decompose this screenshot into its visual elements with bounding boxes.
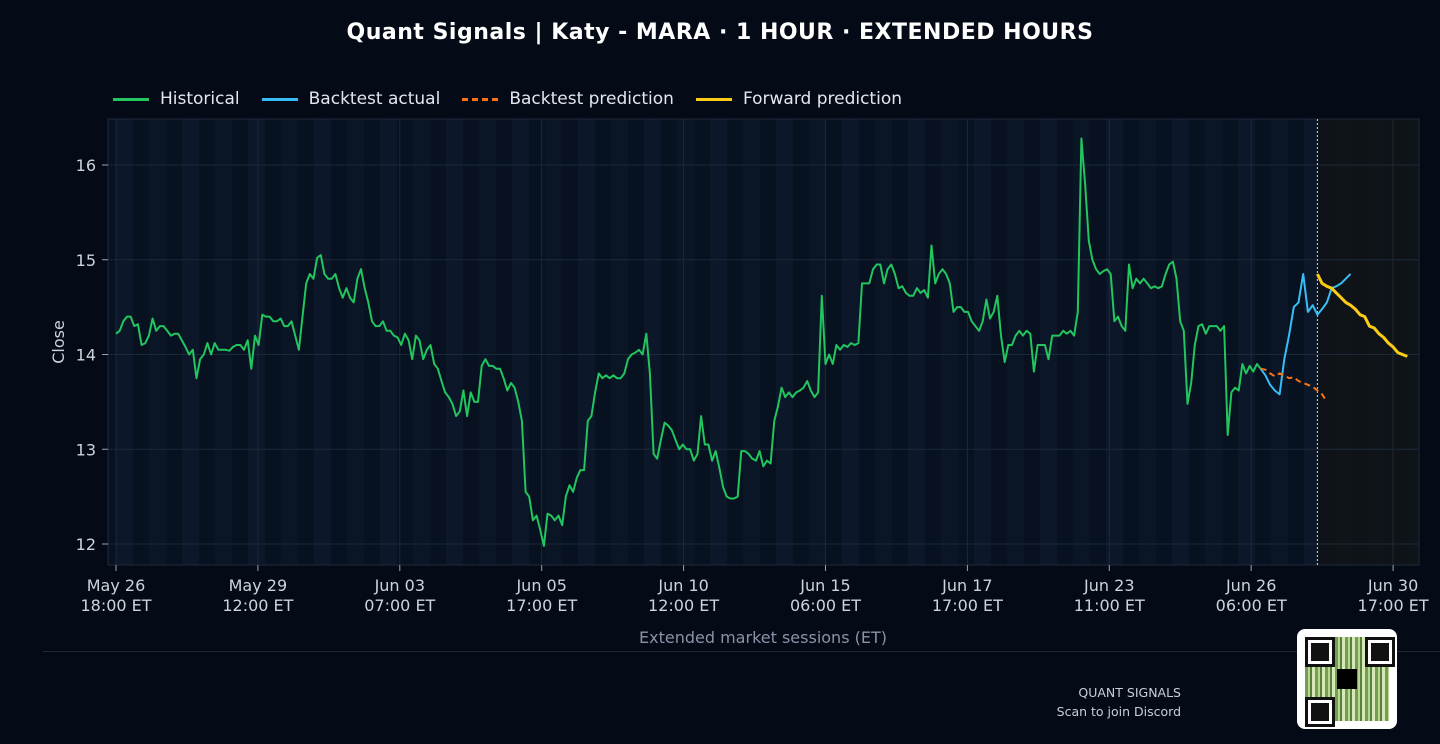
x-tick-label-time: 12:00 ET bbox=[222, 596, 293, 615]
session-band bbox=[479, 119, 496, 565]
qr-code-icon[interactable] bbox=[1297, 629, 1397, 729]
y-tick-label: 13 bbox=[76, 440, 96, 459]
session-band bbox=[446, 119, 463, 565]
session-band bbox=[974, 119, 991, 565]
session-band bbox=[182, 119, 199, 565]
legend-label-historical: Historical bbox=[160, 89, 240, 109]
session-band bbox=[941, 119, 958, 565]
y-tick-label: 12 bbox=[76, 535, 96, 554]
legend-swatch-historical bbox=[113, 97, 149, 101]
session-band bbox=[281, 119, 298, 565]
y-axis: 12 13 14 15 16 bbox=[76, 156, 108, 554]
session-band bbox=[1106, 119, 1123, 565]
legend-label-backtest-actual: Backtest actual bbox=[308, 89, 441, 109]
plot-area-frame bbox=[107, 118, 1420, 566]
x-tick-label-time: 18:00 ET bbox=[80, 596, 151, 615]
session-band bbox=[149, 119, 166, 565]
session-band bbox=[710, 119, 727, 565]
legend-item-forward-prediction: Forward prediction bbox=[695, 89, 902, 109]
legend-label-backtest-prediction: Backtest prediction bbox=[509, 89, 674, 109]
series-layer bbox=[115, 137, 1408, 547]
x-tick-label-date: May 29 bbox=[229, 576, 288, 595]
session-band bbox=[1007, 119, 1024, 565]
legend-swatch-backtest-prediction bbox=[462, 97, 499, 101]
session-band bbox=[1238, 119, 1255, 565]
series-line-historical bbox=[115, 137, 1262, 547]
x-axis-label: Extended market sessions (ET) bbox=[639, 628, 887, 647]
x-tick-label-date: Jun 05 bbox=[515, 576, 566, 595]
qr-logo-icon bbox=[1337, 669, 1357, 689]
x-tick-label-date: Jun 23 bbox=[1083, 576, 1134, 595]
chart-title: Quant Signals | Katy - MARA · 1 HOUR · E… bbox=[346, 20, 1094, 45]
session-band bbox=[512, 119, 529, 565]
session-band bbox=[875, 119, 892, 565]
session-band bbox=[1139, 119, 1156, 565]
x-tick-label-time: 11:00 ET bbox=[1074, 596, 1145, 615]
x-tick-label-date: Jun 10 bbox=[657, 576, 708, 595]
session-band bbox=[1073, 119, 1090, 565]
qr-finder-top-right bbox=[1368, 640, 1392, 664]
y-tick-label: 14 bbox=[76, 346, 96, 365]
session-band bbox=[743, 119, 760, 565]
legend-label-forward-prediction: Forward prediction bbox=[742, 89, 902, 109]
grid bbox=[108, 119, 1419, 565]
footer-brand: QUANT SIGNALS Scan to join Discord bbox=[1057, 683, 1181, 721]
session-band bbox=[644, 119, 661, 565]
x-tick-label-time: 17:00 ET bbox=[506, 596, 577, 615]
legend: Historical Backtest actual Backtest pred… bbox=[113, 89, 902, 109]
session-band bbox=[347, 119, 364, 565]
session-band bbox=[545, 119, 562, 565]
session-band bbox=[578, 119, 595, 565]
discord-cta: Scan to join Discord bbox=[1056, 704, 1181, 719]
series-line-backtest-prediction bbox=[1260, 367, 1328, 403]
session-band bbox=[380, 119, 397, 565]
legend-item-historical: Historical bbox=[113, 89, 240, 109]
session-band bbox=[1205, 119, 1222, 565]
y-axis-label: Close bbox=[49, 320, 68, 364]
legend-swatch-backtest-actual bbox=[261, 97, 298, 101]
y-tick-label: 15 bbox=[76, 251, 96, 270]
series-line-forward-prediction bbox=[1316, 273, 1408, 358]
x-tick-label-time: 07:00 ET bbox=[364, 596, 435, 615]
footer-divider bbox=[43, 651, 1440, 652]
x-tick-label-date: Jun 03 bbox=[374, 576, 425, 595]
session-band bbox=[413, 119, 430, 565]
session-band bbox=[314, 119, 331, 565]
x-tick-label-date: Jun 17 bbox=[941, 576, 992, 595]
x-tick-label-date: Jun 30 bbox=[1367, 576, 1418, 595]
plot-background bbox=[108, 119, 1419, 565]
session-band bbox=[776, 119, 793, 565]
legend-swatch-forward-prediction bbox=[695, 97, 732, 101]
legend-item-backtest-prediction: Backtest prediction bbox=[462, 89, 674, 109]
x-tick-label-time: 17:00 ET bbox=[932, 596, 1003, 615]
session-band bbox=[215, 119, 232, 565]
session-band bbox=[611, 119, 628, 565]
forecast-region bbox=[1317, 119, 1419, 565]
session-band bbox=[842, 119, 859, 565]
x-tick-label-time: 12:00 ET bbox=[648, 596, 719, 615]
x-tick-label-date: Jun 26 bbox=[1225, 576, 1276, 595]
qr-finder-bottom-left bbox=[1308, 700, 1332, 724]
session-band bbox=[809, 119, 826, 565]
session-band bbox=[677, 119, 694, 565]
session-band bbox=[908, 119, 925, 565]
x-tick-label-date: Jun 15 bbox=[799, 576, 850, 595]
qr-finder-top-left bbox=[1308, 640, 1332, 664]
x-tick-label-date: May 26 bbox=[87, 576, 146, 595]
session-bands bbox=[108, 119, 1419, 565]
y-tick-label: 16 bbox=[76, 156, 96, 175]
session-band bbox=[1172, 119, 1189, 565]
session-band bbox=[1304, 119, 1321, 565]
series-line-backtest-actual bbox=[1259, 273, 1352, 396]
x-tick-label-time: 06:00 ET bbox=[790, 596, 861, 615]
brand-name: QUANT SIGNALS bbox=[1078, 685, 1181, 700]
session-band bbox=[116, 119, 133, 565]
session-band bbox=[1271, 119, 1288, 565]
x-tick-label-time: 06:00 ET bbox=[1216, 596, 1287, 615]
session-band bbox=[1040, 119, 1057, 565]
legend-item-backtest-actual: Backtest actual bbox=[261, 89, 441, 109]
x-tick-label-time: 17:00 ET bbox=[1358, 596, 1429, 615]
